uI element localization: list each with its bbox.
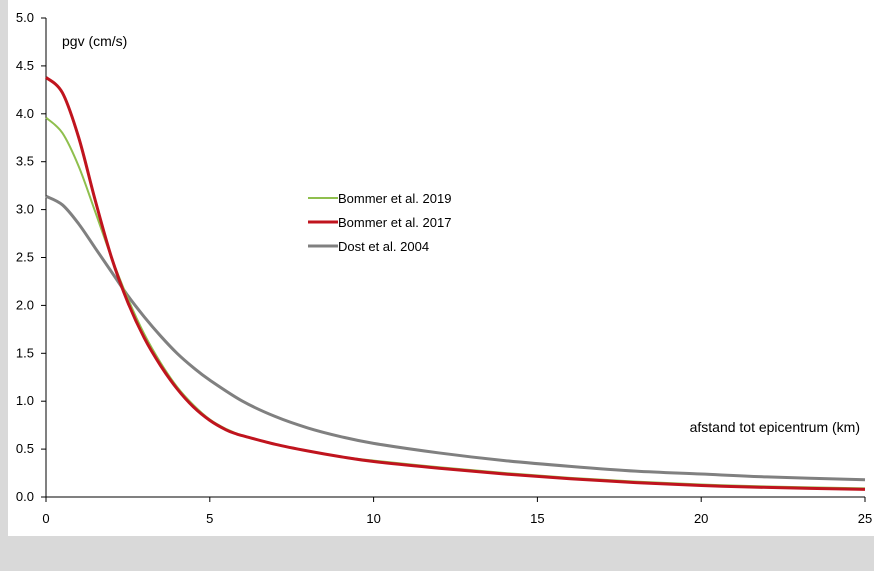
y-tick-label: 2.0 (16, 297, 34, 312)
x-tick-label: 15 (530, 511, 544, 526)
x-tick-label: 0 (42, 511, 49, 526)
series-line-bommer-et-al-2017 (44, 76, 866, 491)
x-tick-label: 20 (694, 511, 708, 526)
y-tick-label: 0.0 (16, 489, 34, 504)
x-tick-label: 5 (206, 511, 213, 526)
legend-label-bommer-et-al-2017: Bommer et al. 2017 (338, 215, 451, 230)
y-tick-label: 3.5 (16, 154, 34, 169)
y-tick-label: 3.0 (16, 202, 34, 217)
y-tick-label: 1.0 (16, 393, 34, 408)
plot-panel (8, 0, 874, 536)
y-tick-label: 1.5 (16, 345, 34, 360)
legend-label-dost-et-al-2004: Dost et al. 2004 (338, 239, 429, 254)
x-tick-label: 25 (858, 511, 872, 526)
legend: Bommer et al. 2019 Bommer et al. 2017 Dost… (308, 191, 451, 254)
x-axis-title: afstand tot epicentrum (km) (690, 419, 860, 435)
series-line-dost-et-al-2004 (45, 194, 866, 482)
y-tick-label: 5.0 (16, 10, 34, 25)
legend-label-bommer-et-al-2019: Bommer et al. 2019 (338, 191, 451, 206)
y-tick-label: 4.0 (16, 106, 34, 121)
y-tick-label: 2.5 (16, 250, 34, 265)
y-axis-title: pgv (cm/s) (62, 33, 127, 49)
x-tick-label: 10 (366, 511, 380, 526)
y-tick-label: 4.5 (16, 58, 34, 73)
series-layer (44, 76, 866, 491)
y-tick-label: 0.5 (16, 441, 34, 456)
axes: 0.0 0.5 1.0 1.5 2.0 2.5 3.0 3.5 4.0 4.5 5.0 0 5 10 15 2… (16, 10, 872, 526)
